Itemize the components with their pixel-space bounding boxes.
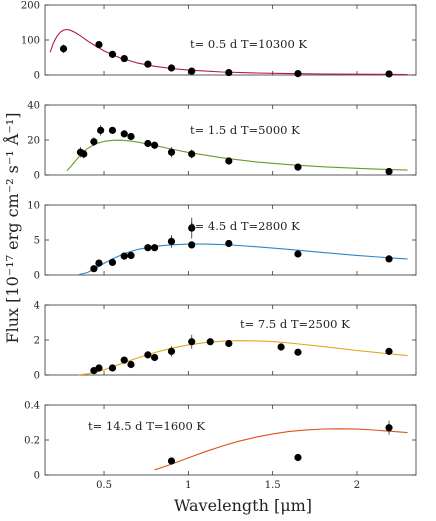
- data-point: [188, 338, 196, 346]
- panel-frame: [44, 104, 417, 176]
- data-point: [97, 126, 105, 134]
- data-point: [151, 141, 159, 149]
- data-point: [188, 67, 196, 75]
- panel-annotation: t= 14.5 d T=1600 K: [88, 419, 205, 433]
- data-point: [188, 150, 196, 158]
- panel-5: 0 0.2 0.4 0.5 1 1.5 2 t= 14.5 d T=1600 K: [24, 401, 417, 491]
- y-axis-label: Flux [10⁻¹⁷ erg cm⁻² s⁻¹ Å⁻¹]: [2, 113, 22, 344]
- y-tick-label: 0: [34, 171, 40, 182]
- data-point: [188, 224, 196, 232]
- data-point: [108, 258, 117, 266]
- y-tick-label: 10: [27, 201, 40, 212]
- data-point: [225, 68, 233, 77]
- y-tick-label: 40: [27, 101, 40, 112]
- model-curve: [78, 243, 408, 276]
- panel-1: 0 100 200 t= 0.5 d T=10300 K: [21, 1, 417, 82]
- data-point: [385, 167, 393, 176]
- data-point: [108, 50, 117, 58]
- panel-annotation: t= 7.5 d T=2500 K: [240, 317, 350, 331]
- y-tick-label: 200: [21, 1, 40, 12]
- y-tick-label: 0.2: [24, 436, 40, 447]
- y-tick-label: 4: [34, 301, 40, 312]
- data-point: [167, 148, 176, 156]
- data-point: [90, 265, 98, 273]
- data-point: [127, 360, 135, 369]
- data-point: [95, 259, 103, 267]
- data-point: [385, 70, 393, 78]
- data-point: [167, 457, 176, 465]
- panel-annotation: t= 1.5 d T=5000 K: [190, 123, 300, 137]
- x-tick-label: 2: [354, 480, 360, 491]
- data-point: [80, 150, 88, 158]
- data-point: [385, 347, 393, 355]
- data-point: [225, 239, 233, 248]
- data-point: [90, 138, 98, 146]
- x-tick-label: 0.5: [96, 480, 112, 491]
- data-point: [167, 347, 176, 355]
- y-tick-label: 0: [34, 271, 40, 282]
- y-tick-label: 20: [27, 136, 40, 147]
- data-point: [206, 338, 214, 346]
- data-point: [108, 126, 117, 134]
- data-point: [95, 40, 103, 49]
- x-axis-label: Wavelength [μm]: [174, 496, 312, 515]
- data-point: [144, 139, 152, 148]
- y-tick-label: 0.4: [24, 401, 40, 412]
- data-point: [144, 60, 152, 68]
- model-curve: [154, 428, 408, 471]
- data-point: [294, 250, 302, 258]
- panel-annotation: t= 4.5 d T=2800 K: [190, 219, 300, 233]
- model-curve: [78, 340, 408, 376]
- data-point: [120, 130, 128, 138]
- data-point: [120, 356, 128, 364]
- y-tick-label: 0: [34, 71, 40, 82]
- data-point: [144, 244, 152, 252]
- data-point: [294, 453, 302, 462]
- data-point: [385, 255, 393, 263]
- panel-frame: [44, 304, 417, 376]
- data-point: [59, 45, 68, 53]
- data-point: [385, 424, 393, 432]
- data-point: [95, 364, 103, 372]
- data-point: [151, 353, 159, 362]
- panel-2: 0 20 40 t= 1.5 d T=5000 K: [27, 101, 417, 182]
- data-point: [167, 64, 176, 72]
- data-point: [167, 237, 176, 245]
- y-tick-label: 5: [34, 236, 40, 247]
- data-point: [225, 339, 233, 348]
- data-point: [127, 251, 135, 259]
- panel-3: 0 5 10 t= 4.5 d T=2800 K: [27, 201, 417, 282]
- data-point: [188, 241, 196, 249]
- data-point: [151, 244, 159, 252]
- data-point: [108, 364, 117, 372]
- data-point: [144, 351, 152, 359]
- data-point: [294, 70, 302, 78]
- data-point: [120, 54, 128, 63]
- y-tick-label: 0: [34, 371, 40, 382]
- data-point: [120, 252, 128, 260]
- x-tick-label: 1.5: [265, 480, 281, 491]
- y-tick-label: 0: [34, 471, 40, 482]
- x-tick-label: 1: [185, 480, 191, 491]
- data-point: [225, 157, 233, 165]
- panel-4: 0 2 4 t= 7.5 d T=2500 K: [34, 301, 417, 382]
- data-point: [127, 132, 135, 141]
- y-tick-label: 2: [34, 336, 40, 347]
- data-point: [294, 163, 302, 171]
- data-point: [277, 343, 285, 351]
- y-tick-label: 100: [21, 36, 40, 47]
- panel-frame: [44, 404, 417, 476]
- data-point: [294, 348, 302, 356]
- model-curve: [66, 139, 408, 171]
- panel-annotation: t= 0.5 d T=10300 K: [190, 37, 307, 51]
